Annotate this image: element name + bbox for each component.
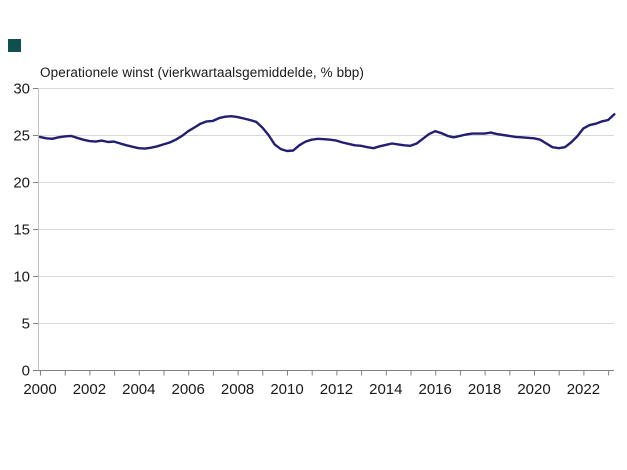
- x-tick-label-2022: 2022: [567, 381, 600, 398]
- x-tick-label-2008: 2008: [221, 381, 254, 398]
- y-tick-label-10: 10: [13, 269, 30, 286]
- y-tick-label-30: 30: [13, 81, 30, 98]
- y-tick-label-20: 20: [13, 175, 30, 192]
- x-tick-label-2010: 2010: [270, 381, 303, 398]
- brand-logo-square: [8, 39, 21, 52]
- data-line-operationele-winst: [38, 113, 616, 153]
- y-tick-label-5: 5: [22, 316, 30, 333]
- x-tick-label-2002: 2002: [73, 381, 106, 398]
- chart-title: Operationele winst (vierkwartaalsgemidde…: [40, 65, 365, 80]
- x-tick-label-2020: 2020: [517, 381, 550, 398]
- x-tick-label-2006: 2006: [172, 381, 205, 398]
- y-tick-label-15: 15: [13, 222, 30, 239]
- x-tick-label-2004: 2004: [122, 381, 155, 398]
- x-tick-label-2016: 2016: [419, 381, 452, 398]
- x-tick-label-2014: 2014: [369, 381, 402, 398]
- x-tick-label-2018: 2018: [468, 381, 501, 398]
- y-tick-label-25: 25: [13, 128, 30, 145]
- x-tick-label-2000: 2000: [23, 381, 56, 398]
- x-tick-label-2012: 2012: [320, 381, 353, 398]
- y-tick-label-0: 0: [22, 363, 30, 380]
